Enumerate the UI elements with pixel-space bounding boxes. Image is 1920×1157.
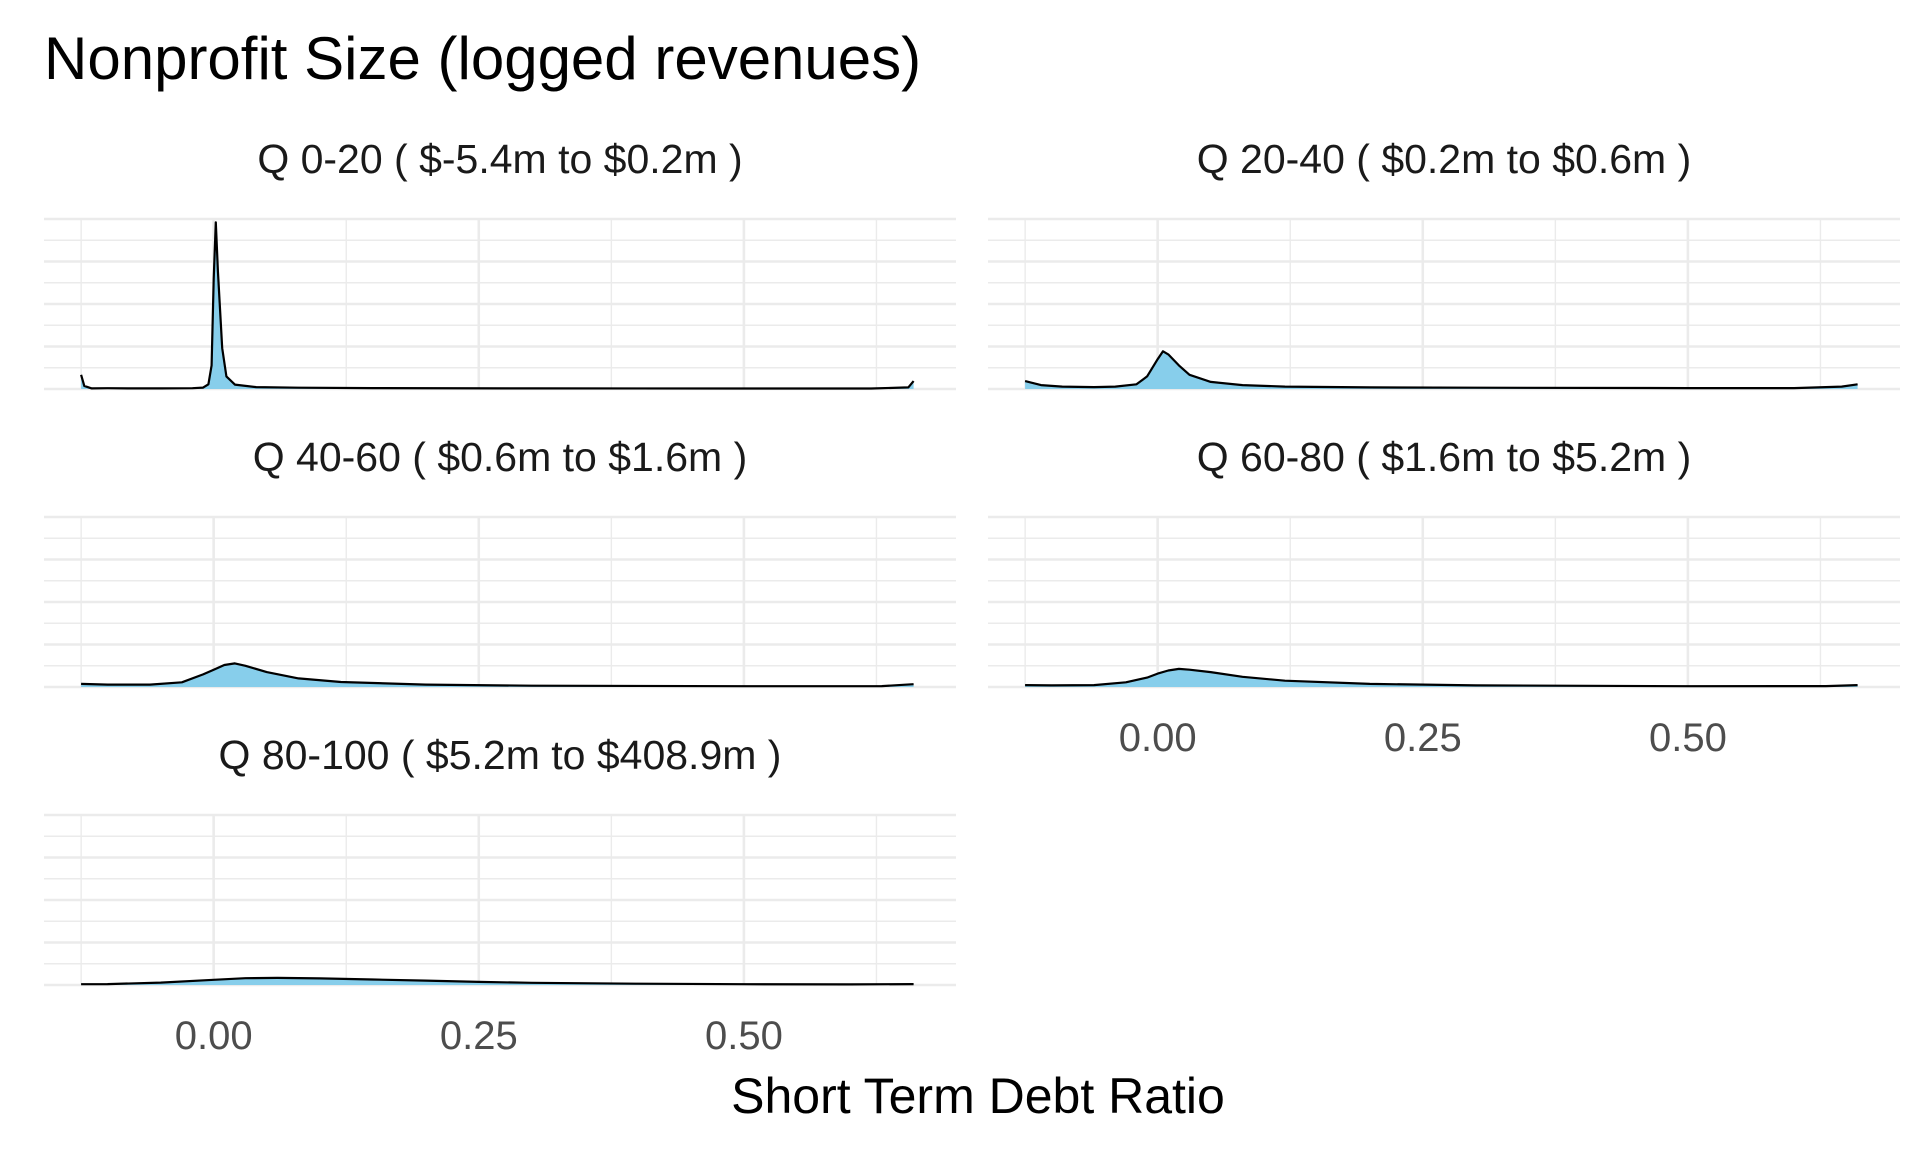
x-tick-label: 0.00 — [175, 1014, 253, 1058]
facet-strip-label: Q 40-60 ( $0.6m to $1.6m ) — [253, 434, 748, 480]
chart-title: Nonprofit Size (logged revenues) — [44, 25, 921, 92]
facet-strip-label: Q 80-100 ( $5.2m to $408.9m ) — [219, 732, 782, 778]
density-line — [80, 221, 915, 390]
x-axis-title: Short Term Debt Ratio — [731, 1068, 1225, 1124]
density-area — [81, 977, 914, 985]
facet-panel-5: Q 80-100 ( $5.2m to $408.9m ) 0.00 0.25 0.5… — [44, 732, 956, 1058]
facet-strip-label: Q 0-20 ( $-5.4m to $0.2m ) — [257, 136, 742, 182]
density-area — [81, 222, 914, 389]
x-tick-label: 0.50 — [705, 1014, 783, 1058]
facet-panels: Q 0-20 ( $-5.4m to $0.2m ) Q 20-40 ( $0.2… — [44, 136, 1900, 1058]
density-line — [1025, 667, 1858, 688]
density-area — [1025, 668, 1858, 687]
facet-strip-label: Q 60-80 ( $1.6m to $5.2m ) — [1197, 434, 1692, 480]
facet-strip-label: Q 20-40 ( $0.2m to $0.6m ) — [1197, 136, 1692, 182]
facet-panel-1: Q 0-20 ( $-5.4m to $0.2m ) — [44, 136, 956, 391]
facet-panel-2: Q 20-40 ( $0.2m to $0.6m ) — [988, 136, 1900, 391]
density-line — [81, 976, 914, 986]
x-tick-label: 0.25 — [440, 1014, 518, 1058]
density-line — [81, 662, 914, 688]
density-line — [1024, 350, 1858, 390]
density-area — [81, 663, 914, 687]
facet-panel-4: Q 60-80 ( $1.6m to $5.2m ) 0.00 0.25 0.50 — [988, 434, 1900, 760]
x-tick-label: 0.00 — [1119, 716, 1197, 760]
x-tick-label: 0.50 — [1649, 716, 1727, 760]
x-tick-label: 0.25 — [1384, 716, 1462, 760]
facet-panel-3: Q 40-60 ( $0.6m to $1.6m ) — [44, 434, 956, 689]
